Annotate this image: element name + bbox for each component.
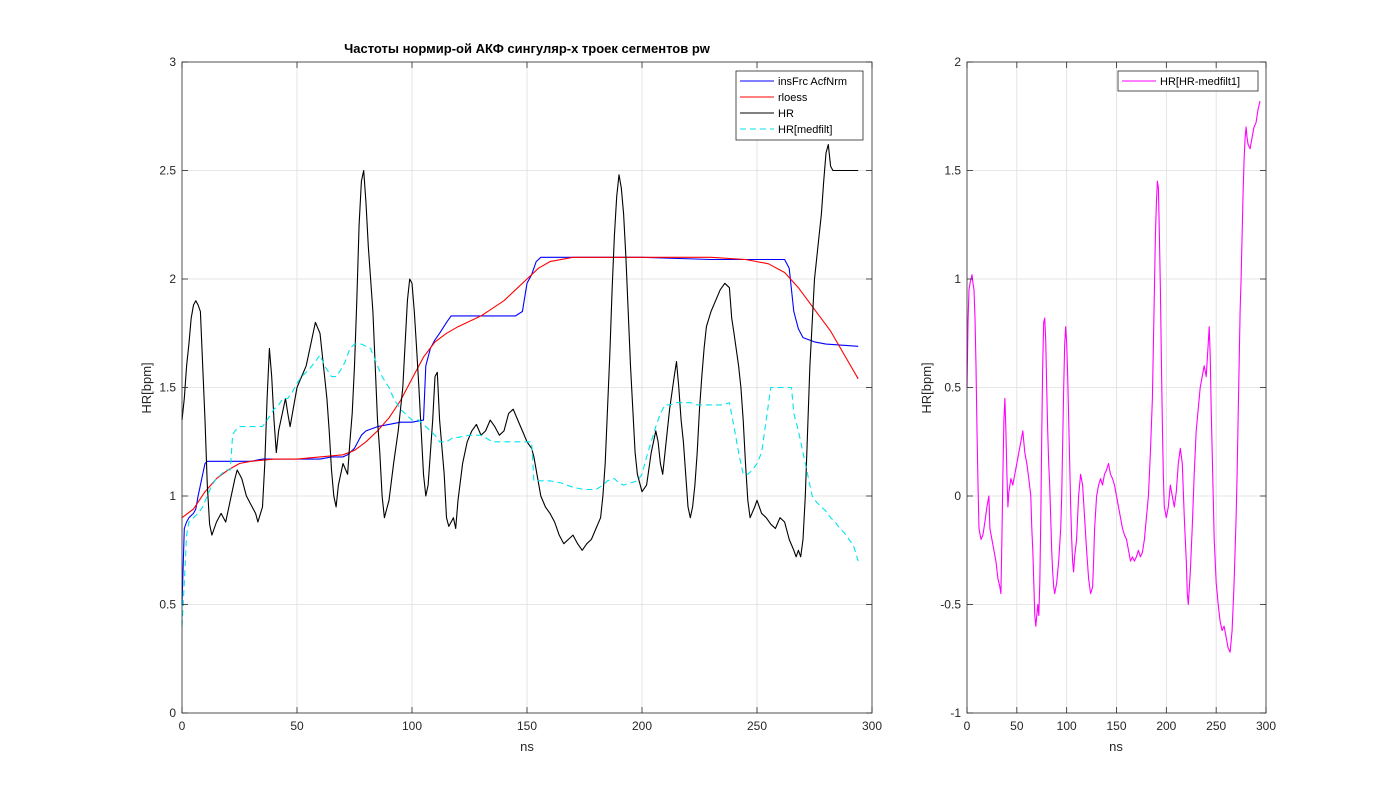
- right-x-tick-label: 250: [1206, 719, 1226, 733]
- left-x-tick-label: 150: [517, 719, 537, 733]
- right-y-tick-label: -0.5: [940, 598, 961, 612]
- left-legend-label: HR[medfilt]: [778, 124, 832, 136]
- left-ticks: 0 50 100 150 200 250 300 0 0.5 1 1.5 2 2.5 3: [159, 55, 882, 733]
- left-y-tick-label: 2: [169, 272, 176, 286]
- left-legend-label: HR: [778, 108, 794, 120]
- left-legend-label: insFrc AcfNrm: [778, 76, 847, 88]
- left-x-tick-label: 50: [290, 719, 304, 733]
- right-x-tick-label: 100: [1057, 719, 1077, 733]
- right-x-tick-label: 150: [1106, 719, 1126, 733]
- right-axes: 0 50 100 150 200 250 300 -1 -0.5 0 0.5 1 1.5 2 ns HR[…: [919, 55, 1276, 754]
- left-x-tick-label: 250: [747, 719, 767, 733]
- right-y-tick-label: 1: [954, 272, 961, 286]
- left-y-tick-label: 0.5: [159, 598, 176, 612]
- series-line-hr: [181, 143, 859, 558]
- right-y-tick-label: 0.5: [944, 381, 961, 395]
- left-y-tick-label: 3: [169, 55, 176, 69]
- right-legend: HR[HR-medfilt1]: [1117, 70, 1259, 92]
- right-ticks: 0 50 100 150 200 250 300 -1 -0.5 0 0.5 1 1.5 2: [940, 55, 1276, 733]
- right-legend-box: [1117, 70, 1259, 92]
- right-grid: [967, 62, 1266, 713]
- series-line-rloess: [181, 256, 859, 519]
- right-x-axis-label: ns: [1109, 739, 1123, 754]
- series-line-insfrc-acfnrm: [181, 256, 859, 605]
- right-y-tick-label: -1: [950, 706, 961, 720]
- left-x-tick-label: 300: [862, 719, 882, 733]
- left-series-group: [181, 143, 859, 627]
- right-x-tick-label: 300: [1256, 719, 1276, 733]
- left-x-tick-label: 100: [402, 719, 422, 733]
- left-y-axis-label: HR[bpm]: [139, 362, 154, 413]
- left-legend-box: [735, 70, 864, 141]
- right-y-tick-label: 1.5: [944, 164, 961, 178]
- right-x-tick-label: 0: [964, 719, 971, 733]
- left-y-tick-label: 0: [169, 706, 176, 720]
- left-axes: Частоты нормир-ой АКФ сингуляр-х троек с…: [139, 41, 882, 754]
- left-x-axis-label: ns: [520, 739, 534, 754]
- right-y-tick-label: 2: [954, 55, 961, 69]
- series-line-hr-medfilt: [181, 343, 859, 627]
- right-x-tick-label: 200: [1156, 719, 1176, 733]
- left-y-tick-label: 1: [169, 489, 176, 503]
- right-series-group: [966, 100, 1261, 653]
- left-x-tick-label: 200: [632, 719, 652, 733]
- series-line-hr-hr-medfilt1: [966, 100, 1261, 653]
- left-legend: insFrc AcfNrm rloess HR HR[medfilt]: [735, 70, 864, 141]
- left-x-tick-label: 0: [179, 719, 186, 733]
- right-x-tick-label: 50: [1010, 719, 1024, 733]
- right-y-axis-label: HR[bpm]: [919, 362, 934, 413]
- right-y-tick-label: 0: [954, 489, 961, 503]
- left-chart-title: Частоты нормир-ой АКФ сингуляр-х троек с…: [344, 41, 711, 56]
- right-legend-label: HR[HR-medfilt1]: [1160, 76, 1240, 88]
- left-y-tick-label: 2.5: [159, 164, 176, 178]
- left-legend-label: rloess: [778, 92, 808, 104]
- left-y-tick-label: 1.5: [159, 381, 176, 395]
